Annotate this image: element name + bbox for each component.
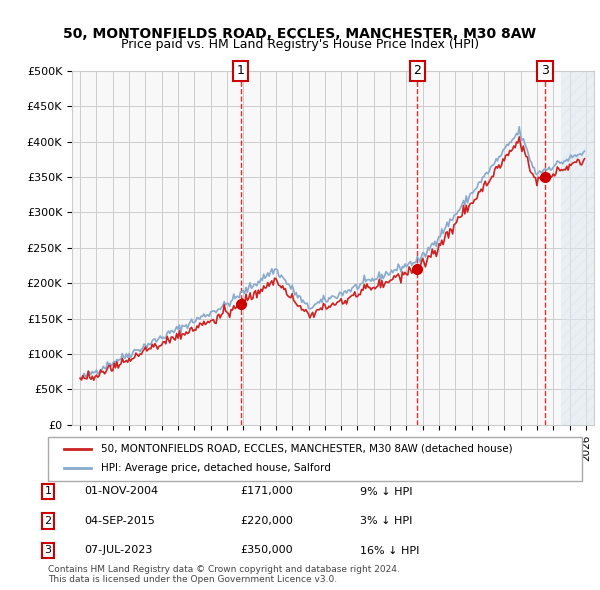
Text: 3: 3 xyxy=(44,546,52,555)
Text: £171,000: £171,000 xyxy=(240,487,293,496)
Text: 3% ↓ HPI: 3% ↓ HPI xyxy=(360,516,412,526)
Bar xyxy=(562,71,594,425)
Text: 07-JUL-2023: 07-JUL-2023 xyxy=(84,546,152,555)
Text: 50, MONTONFIELDS ROAD, ECCLES, MANCHESTER, M30 8AW: 50, MONTONFIELDS ROAD, ECCLES, MANCHESTE… xyxy=(64,27,536,41)
Text: HPI: Average price, detached house, Salford: HPI: Average price, detached house, Salf… xyxy=(101,464,331,473)
Text: 3: 3 xyxy=(541,64,549,77)
Text: £350,000: £350,000 xyxy=(240,546,293,555)
Text: 1: 1 xyxy=(236,64,245,77)
Text: £220,000: £220,000 xyxy=(240,516,293,526)
Text: 16% ↓ HPI: 16% ↓ HPI xyxy=(360,546,419,555)
Text: 01-NOV-2004: 01-NOV-2004 xyxy=(84,487,158,496)
Text: Price paid vs. HM Land Registry's House Price Index (HPI): Price paid vs. HM Land Registry's House … xyxy=(121,38,479,51)
Text: 2: 2 xyxy=(44,516,52,526)
Text: 50, MONTONFIELDS ROAD, ECCLES, MANCHESTER, M30 8AW (detached house): 50, MONTONFIELDS ROAD, ECCLES, MANCHESTE… xyxy=(101,444,513,454)
Text: 04-SEP-2015: 04-SEP-2015 xyxy=(84,516,155,526)
FancyBboxPatch shape xyxy=(48,437,582,481)
Text: 9% ↓ HPI: 9% ↓ HPI xyxy=(360,487,413,496)
Text: Contains HM Land Registry data © Crown copyright and database right 2024.
This d: Contains HM Land Registry data © Crown c… xyxy=(48,565,400,584)
Text: 2: 2 xyxy=(413,64,421,77)
Text: 1: 1 xyxy=(44,487,52,496)
